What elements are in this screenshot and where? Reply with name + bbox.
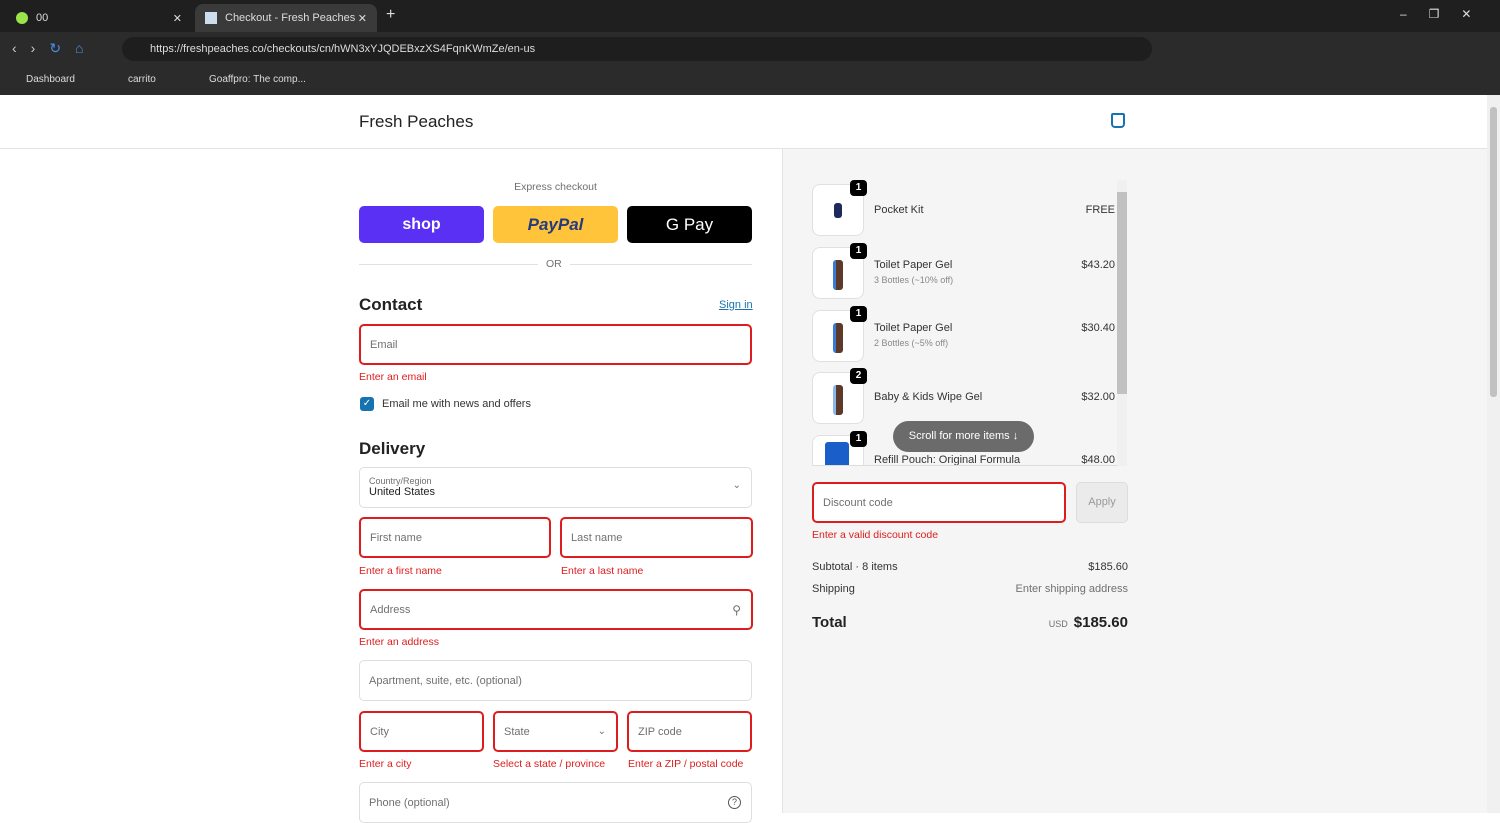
item-price: FREE [1085, 204, 1115, 216]
address-error: Enter an address [359, 636, 439, 648]
shipping-row: Shipping Enter shipping address [812, 583, 1128, 595]
bookmark-carrito[interactable]: carrito [128, 74, 156, 85]
sign-in-link[interactable]: Sign in [719, 299, 753, 311]
tab-00[interactable]: 00 ✕ [6, 4, 192, 32]
store-header: Fresh Peaches [0, 95, 1487, 149]
quantity-badge: 1 [850, 306, 867, 322]
total-row: Total USD $185.60 [812, 614, 1128, 631]
shop-pay-button[interactable]: shop [359, 206, 484, 243]
close-icon[interactable]: ✕ [357, 12, 367, 25]
chevron-down-icon: ⌄ [597, 726, 606, 737]
shipping-value: Enter shipping address [1015, 583, 1128, 595]
item-price: $48.00 [1081, 454, 1115, 466]
cart-item: 1 Toilet Paper Gel 2 Bottles (~5% off) $30.… [812, 306, 1117, 364]
first-name-error: Enter a first name [359, 565, 442, 577]
or-label: OR [538, 258, 570, 270]
last-name-input[interactable]: Last name [560, 517, 753, 558]
cart-item: 2 Baby & Kids Wipe Gel $32.00 [812, 368, 1117, 426]
news-label: Email me with news and offers [382, 398, 531, 410]
help-icon[interactable]: ? [728, 796, 741, 809]
apartment-input[interactable]: Apartment, suite, etc. (optional) [359, 660, 752, 701]
delivery-heading: Delivery [359, 439, 426, 458]
city-error: Enter a city [359, 758, 412, 770]
apply-button[interactable]: Apply [1076, 482, 1128, 523]
product-image [812, 247, 864, 299]
cart-item: 1 Refill Pouch: Original Formula $48.00 [812, 431, 1117, 466]
phone-placeholder: Phone (optional) [369, 796, 450, 809]
order-summary [782, 149, 1487, 813]
state-placeholder: State [504, 725, 530, 738]
cart-item: 1 Pocket Kit FREE [812, 180, 1117, 238]
favicon-icon [205, 12, 217, 24]
express-label: Express checkout [514, 181, 597, 193]
subtotal-row: Subtotal · 8 items $185.60 [812, 561, 1128, 573]
cart-icon[interactable] [1111, 113, 1125, 128]
item-variant: 2 Bottles (~5% off) [874, 338, 949, 348]
address-input[interactable]: Address ⚲ [359, 589, 753, 630]
nav-buttons[interactable]: ‹›↻⌂ [12, 40, 98, 56]
url-input[interactable]: https://freshpeaches.co/checkouts/cn/hWN… [122, 37, 1152, 61]
quantity-badge: 1 [850, 243, 867, 259]
item-variant: 3 Bottles (~10% off) [874, 275, 954, 285]
item-price: $43.20 [1081, 259, 1115, 271]
cart-scrollbar[interactable] [1117, 180, 1127, 466]
item-price: $30.40 [1081, 322, 1115, 334]
bookmarks-bar: Dashboard carrito Goaffpro: The comp... [0, 66, 1500, 95]
first-name-input[interactable]: First name [359, 517, 551, 558]
scroll-more-button[interactable]: Scroll for more items ↓ [893, 421, 1034, 452]
subtotal-label: Subtotal · 8 items [812, 561, 898, 573]
phone-input[interactable]: Phone (optional)? [359, 782, 752, 823]
country-label: Country/Region [369, 476, 432, 486]
scroll-hint-label: Scroll for more items [908, 430, 1010, 442]
tab-checkout[interactable]: Checkout - Fresh Peaches ✕ [195, 4, 377, 32]
cart-items-list: 1 Pocket Kit FREE 1 Toilet Paper Gel 3 Bottl… [812, 180, 1117, 466]
shipping-label: Shipping [812, 583, 855, 595]
close-icon[interactable]: ✕ [172, 12, 182, 25]
item-price: $32.00 [1081, 391, 1115, 403]
total-value: $185.60 [1073, 614, 1128, 631]
discount-error: Enter a valid discount code [812, 529, 939, 541]
item-name: Toilet Paper Gel [874, 259, 953, 271]
tab-bar: 00 ✕ Checkout - Fresh Peaches ✕ + –❐✕ [0, 0, 1500, 32]
tab-label: 00 [36, 12, 49, 24]
store-name[interactable]: Fresh Peaches [359, 112, 474, 131]
email-input[interactable]: Email [359, 324, 752, 365]
item-name: Baby & Kids Wipe Gel [874, 391, 983, 403]
zip-input[interactable]: ZIP code [627, 711, 752, 752]
discount-code-input[interactable]: Discount code [812, 482, 1066, 523]
city-input[interactable]: City [359, 711, 484, 752]
currency-label: USD [1048, 619, 1068, 629]
country-select[interactable]: Country/Region United States ⌄ [359, 467, 752, 508]
arrow-down-icon: ↓ [1012, 430, 1019, 442]
quantity-badge: 1 [850, 180, 867, 196]
item-name: Refill Pouch: Original Formula [874, 454, 1021, 466]
zip-error: Enter a ZIP / postal code [628, 758, 744, 770]
item-name: Pocket Kit [874, 204, 924, 216]
quantity-badge: 2 [850, 368, 867, 384]
contact-heading: Contact [359, 295, 423, 314]
page-scrollbar[interactable] [1487, 95, 1500, 813]
search-icon: ⚲ [732, 602, 741, 617]
state-select[interactable]: State ⌄ [493, 711, 618, 752]
chevron-down-icon: ⌄ [732, 480, 741, 491]
news-checkbox[interactable]: ✓ [360, 397, 374, 411]
google-pay-button[interactable]: G Pay [627, 206, 752, 243]
tab-label: Checkout - Fresh Peaches [225, 12, 356, 24]
country-value: United States [369, 486, 436, 498]
app-icon [16, 12, 28, 24]
state-error: Select a state / province [493, 758, 606, 770]
bookmark-dashboard[interactable]: Dashboard [26, 74, 75, 85]
paypal-button[interactable]: PayPal [493, 206, 618, 243]
window-controls[interactable]: –❐✕ [1400, 7, 1494, 21]
item-name: Toilet Paper Gel [874, 322, 953, 334]
bookmark-goaffpro[interactable]: Goaffpro: The comp... [209, 74, 306, 85]
new-tab-button[interactable]: + [386, 6, 396, 23]
quantity-badge: 1 [850, 431, 867, 447]
subtotal-value: $185.60 [1088, 561, 1128, 573]
address-placeholder: Address [370, 603, 411, 616]
last-name-error: Enter a last name [561, 565, 644, 577]
total-label: Total [812, 614, 847, 631]
email-error: Enter an email [359, 371, 427, 383]
cart-item: 1 Toilet Paper Gel 3 Bottles (~10% off) $43… [812, 243, 1117, 301]
